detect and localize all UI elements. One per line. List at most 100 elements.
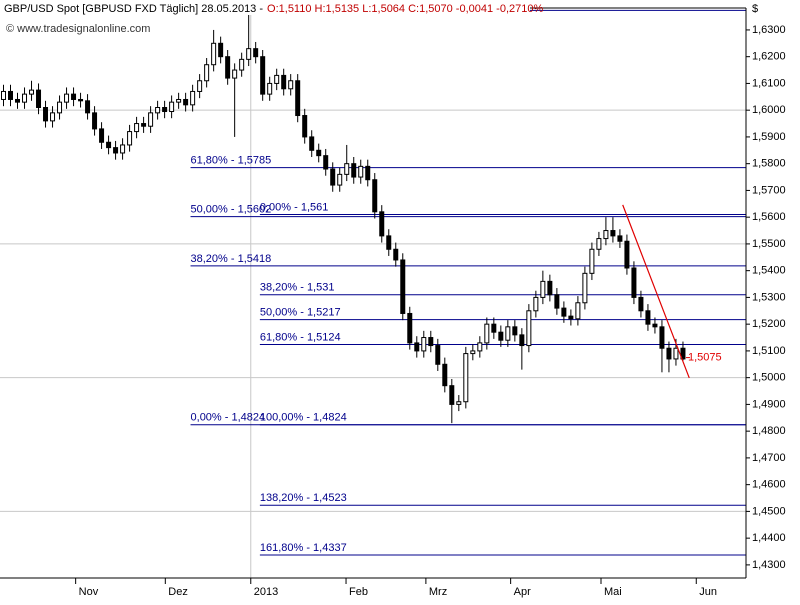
candle-body bbox=[442, 363, 448, 387]
candle-body bbox=[470, 350, 476, 355]
candle-body bbox=[645, 310, 651, 325]
candle-body bbox=[64, 93, 70, 103]
candle-body bbox=[330, 168, 336, 186]
y-tick-label: 1,5400 bbox=[752, 265, 786, 277]
candle-body bbox=[386, 235, 392, 250]
candle-body bbox=[288, 80, 294, 90]
y-tick-label: 1,6200 bbox=[752, 51, 786, 63]
candle-body bbox=[393, 248, 399, 261]
candle-body bbox=[218, 42, 224, 58]
candle-body bbox=[407, 312, 413, 344]
y-tick-label: 1,4400 bbox=[752, 532, 786, 544]
candle-body bbox=[36, 89, 42, 109]
x-tick-label: 2013 bbox=[254, 586, 278, 598]
candle-body bbox=[169, 101, 175, 113]
candle-body bbox=[239, 58, 245, 71]
candle-body bbox=[106, 141, 112, 149]
candle-body bbox=[449, 385, 455, 405]
candle-body bbox=[225, 56, 231, 79]
candle-body bbox=[1, 90, 7, 100]
y-tick-label: 1,5500 bbox=[752, 238, 786, 250]
candle-body bbox=[211, 42, 217, 66]
candle-body bbox=[113, 147, 119, 154]
candle-body bbox=[463, 353, 469, 403]
y-tick-label: 1,5300 bbox=[752, 291, 786, 303]
x-tick-label: Jun bbox=[699, 586, 717, 598]
candle-body bbox=[246, 48, 252, 60]
candle-body bbox=[596, 238, 602, 250]
candle-body bbox=[50, 112, 56, 122]
fibonacci-label: 161,80% - 1,4337 bbox=[260, 542, 347, 554]
candle-body bbox=[162, 107, 168, 113]
x-tick-label: Mrz bbox=[429, 586, 447, 598]
candle-body bbox=[260, 56, 266, 95]
candle-body bbox=[141, 123, 147, 127]
candle-body bbox=[204, 64, 210, 82]
candle-body bbox=[603, 230, 609, 240]
candle-body bbox=[631, 267, 637, 298]
y-tick-label: 1,5600 bbox=[752, 211, 786, 223]
candle-body bbox=[267, 82, 273, 95]
candle-body bbox=[652, 323, 658, 328]
y-tick-label: 1,5200 bbox=[752, 318, 786, 330]
candle-body bbox=[673, 347, 679, 360]
candle-body bbox=[680, 347, 686, 360]
y-tick-label: 1,4500 bbox=[752, 505, 786, 517]
candle-body bbox=[533, 296, 539, 312]
y-tick-label: 1,6300 bbox=[752, 24, 786, 36]
candle-body bbox=[85, 100, 91, 114]
candle-body bbox=[344, 163, 350, 175]
last-price-label: 1,5075 bbox=[688, 352, 722, 364]
y-tick-label: 1,6100 bbox=[752, 77, 786, 89]
watermark: © www.tradesignalonline.com bbox=[6, 23, 150, 35]
candle-body bbox=[477, 342, 483, 352]
y-tick-label: 1,5700 bbox=[752, 184, 786, 196]
fibonacci-label: 0,00% - 1,4824 bbox=[191, 412, 266, 424]
quote: O:1,5110 H:1,5135 L:1,5064 C:1,5070 -0,0… bbox=[267, 3, 543, 15]
candle-body bbox=[379, 211, 385, 237]
fibonacci-label: 0,00% - 1,561 bbox=[260, 201, 329, 213]
candle-body bbox=[358, 165, 364, 178]
candle-body bbox=[337, 173, 343, 186]
candle-body bbox=[274, 74, 280, 84]
candle-body bbox=[29, 89, 35, 95]
candle-body bbox=[295, 80, 301, 117]
trend-line bbox=[622, 204, 690, 379]
y-tick-label: 1,4600 bbox=[752, 479, 786, 491]
candle-body bbox=[519, 334, 525, 347]
y-tick-label: 1,5100 bbox=[752, 345, 786, 357]
candle-body bbox=[575, 302, 581, 320]
candle-body bbox=[582, 272, 588, 304]
x-tick-label: Dez bbox=[168, 586, 188, 598]
candle-body bbox=[435, 345, 441, 365]
fibonacci-label: 61,80% - 1,5785 bbox=[191, 155, 272, 167]
y-tick-label: 1,5000 bbox=[752, 372, 786, 384]
candle-body bbox=[505, 326, 511, 341]
candle-body bbox=[99, 128, 105, 143]
candle-body bbox=[15, 98, 21, 103]
candle-body bbox=[498, 331, 504, 341]
y-axis-label: $ bbox=[752, 3, 758, 15]
candle-body bbox=[190, 90, 196, 106]
candle-body bbox=[351, 163, 357, 178]
candle-body bbox=[666, 347, 672, 360]
title-background bbox=[0, 0, 530, 15]
fibonacci-label: 50,00% - 1,5602 bbox=[191, 204, 272, 216]
candle-body bbox=[624, 240, 630, 269]
fibonacci-label: 38,20% - 1,5418 bbox=[191, 253, 272, 265]
candle-body bbox=[414, 342, 420, 352]
candle-body bbox=[22, 93, 28, 103]
x-tick-label: Nov bbox=[79, 586, 99, 598]
candle-body bbox=[323, 155, 329, 170]
y-tick-label: 1,4700 bbox=[752, 452, 786, 464]
y-tick-label: 1,4900 bbox=[752, 398, 786, 410]
candle-body bbox=[617, 235, 623, 242]
candle-body bbox=[176, 98, 182, 103]
candle-body bbox=[281, 74, 287, 90]
candle-body bbox=[148, 112, 154, 127]
candle-body bbox=[491, 323, 497, 333]
candle-body bbox=[540, 280, 546, 298]
fibonacci-label: 38,20% - 1,531 bbox=[260, 282, 335, 294]
